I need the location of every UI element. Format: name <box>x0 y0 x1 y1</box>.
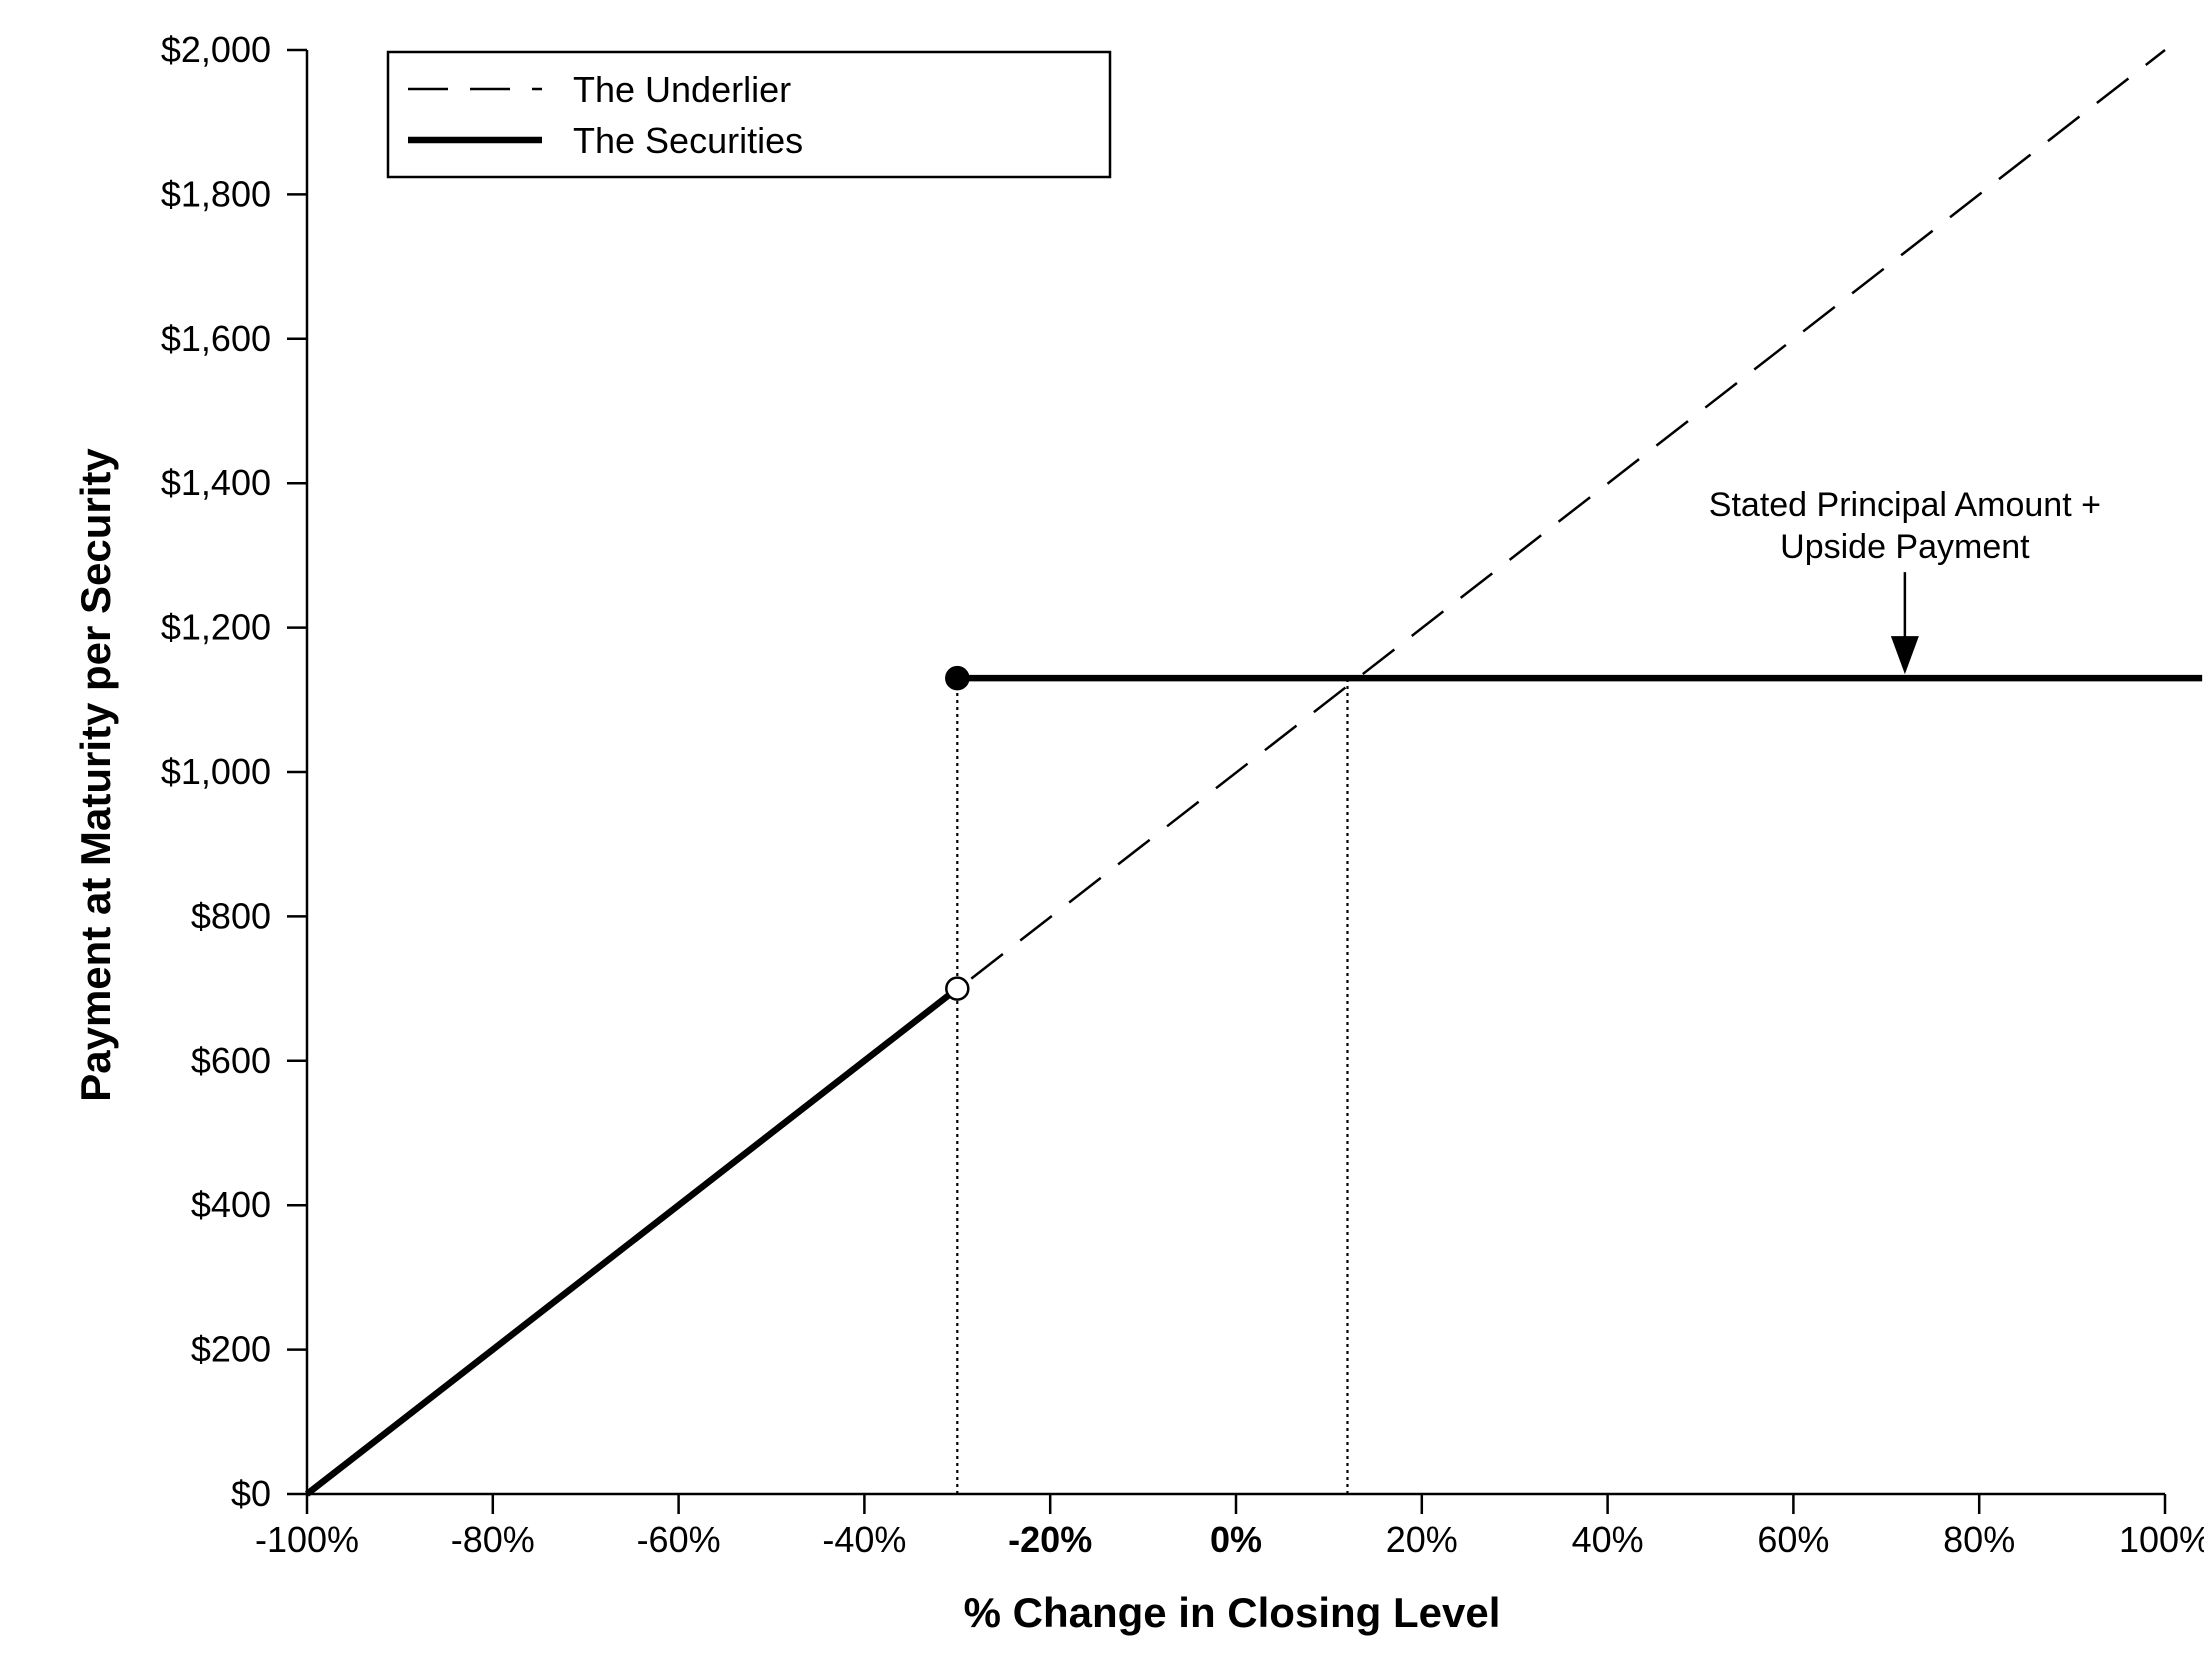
y-axis-ticks: $0 $200 $400 $600 $800 $1,000 $1,200 $1,400 $1,6… <box>161 29 307 1514</box>
y-tick-label: $0 <box>231 1473 271 1514</box>
y-tick-label: $1,600 <box>161 318 271 359</box>
x-tick-label: 0% <box>1210 1519 1262 1560</box>
annotation-text-line: Stated Principal Amount + <box>1709 486 2101 524</box>
x-tick-label: 60% <box>1757 1519 1829 1560</box>
y-tick-label: $2,000 <box>161 29 271 70</box>
legend: The Underlier The Securities <box>386 50 1112 179</box>
y-tick-label: $1,200 <box>161 607 271 648</box>
underlier-dashed-line <box>970 49 2166 980</box>
open-marker <box>945 976 970 1001</box>
legend-label-securities: The Securities <box>573 120 803 161</box>
x-tick-label: 20% <box>1386 1519 1458 1560</box>
legend-box <box>386 50 1112 179</box>
annotation-text-line: Upside Payment <box>1780 528 2030 566</box>
series-lines <box>305 49 2203 1497</box>
y-tick-label: $600 <box>191 1040 271 1081</box>
annotation: Stated Principal Amount + Upside Payment <box>1709 486 2101 675</box>
y-axis-title: Payment at Maturity per Security <box>72 448 119 1102</box>
x-axis-ticks: -100% -80% -60% -40% -20% 0% 20% 40% 60% 80% 100% <box>255 1494 2204 1560</box>
securities-line-segment <box>305 986 960 1497</box>
x-tick-label: -20% <box>1008 1519 1092 1560</box>
x-tick-label: -80% <box>451 1519 535 1560</box>
y-tick-label: $1,400 <box>161 462 271 503</box>
x-tick-label: 40% <box>1572 1519 1644 1560</box>
x-tick-label: -60% <box>637 1519 721 1560</box>
filled-marker <box>945 665 970 691</box>
y-tick-label: $1,800 <box>161 173 271 214</box>
x-tick-label: -100% <box>255 1519 359 1560</box>
y-tick-label: $800 <box>191 895 271 936</box>
x-tick-label: 100% <box>2119 1519 2204 1560</box>
legend-label-underlier: The Underlier <box>573 69 791 110</box>
x-tick-label: -40% <box>822 1519 906 1560</box>
markers <box>945 665 970 1001</box>
y-tick-label: $200 <box>191 1329 271 1370</box>
x-tick-label: 80% <box>1943 1519 2015 1560</box>
x-axis-title: % Change in Closing Level <box>964 1589 1501 1636</box>
reference-lines <box>956 678 1349 1494</box>
y-tick-label: $400 <box>191 1184 271 1225</box>
annotation-arrow-head <box>1890 636 1919 675</box>
y-tick-label: $1,000 <box>161 751 271 792</box>
